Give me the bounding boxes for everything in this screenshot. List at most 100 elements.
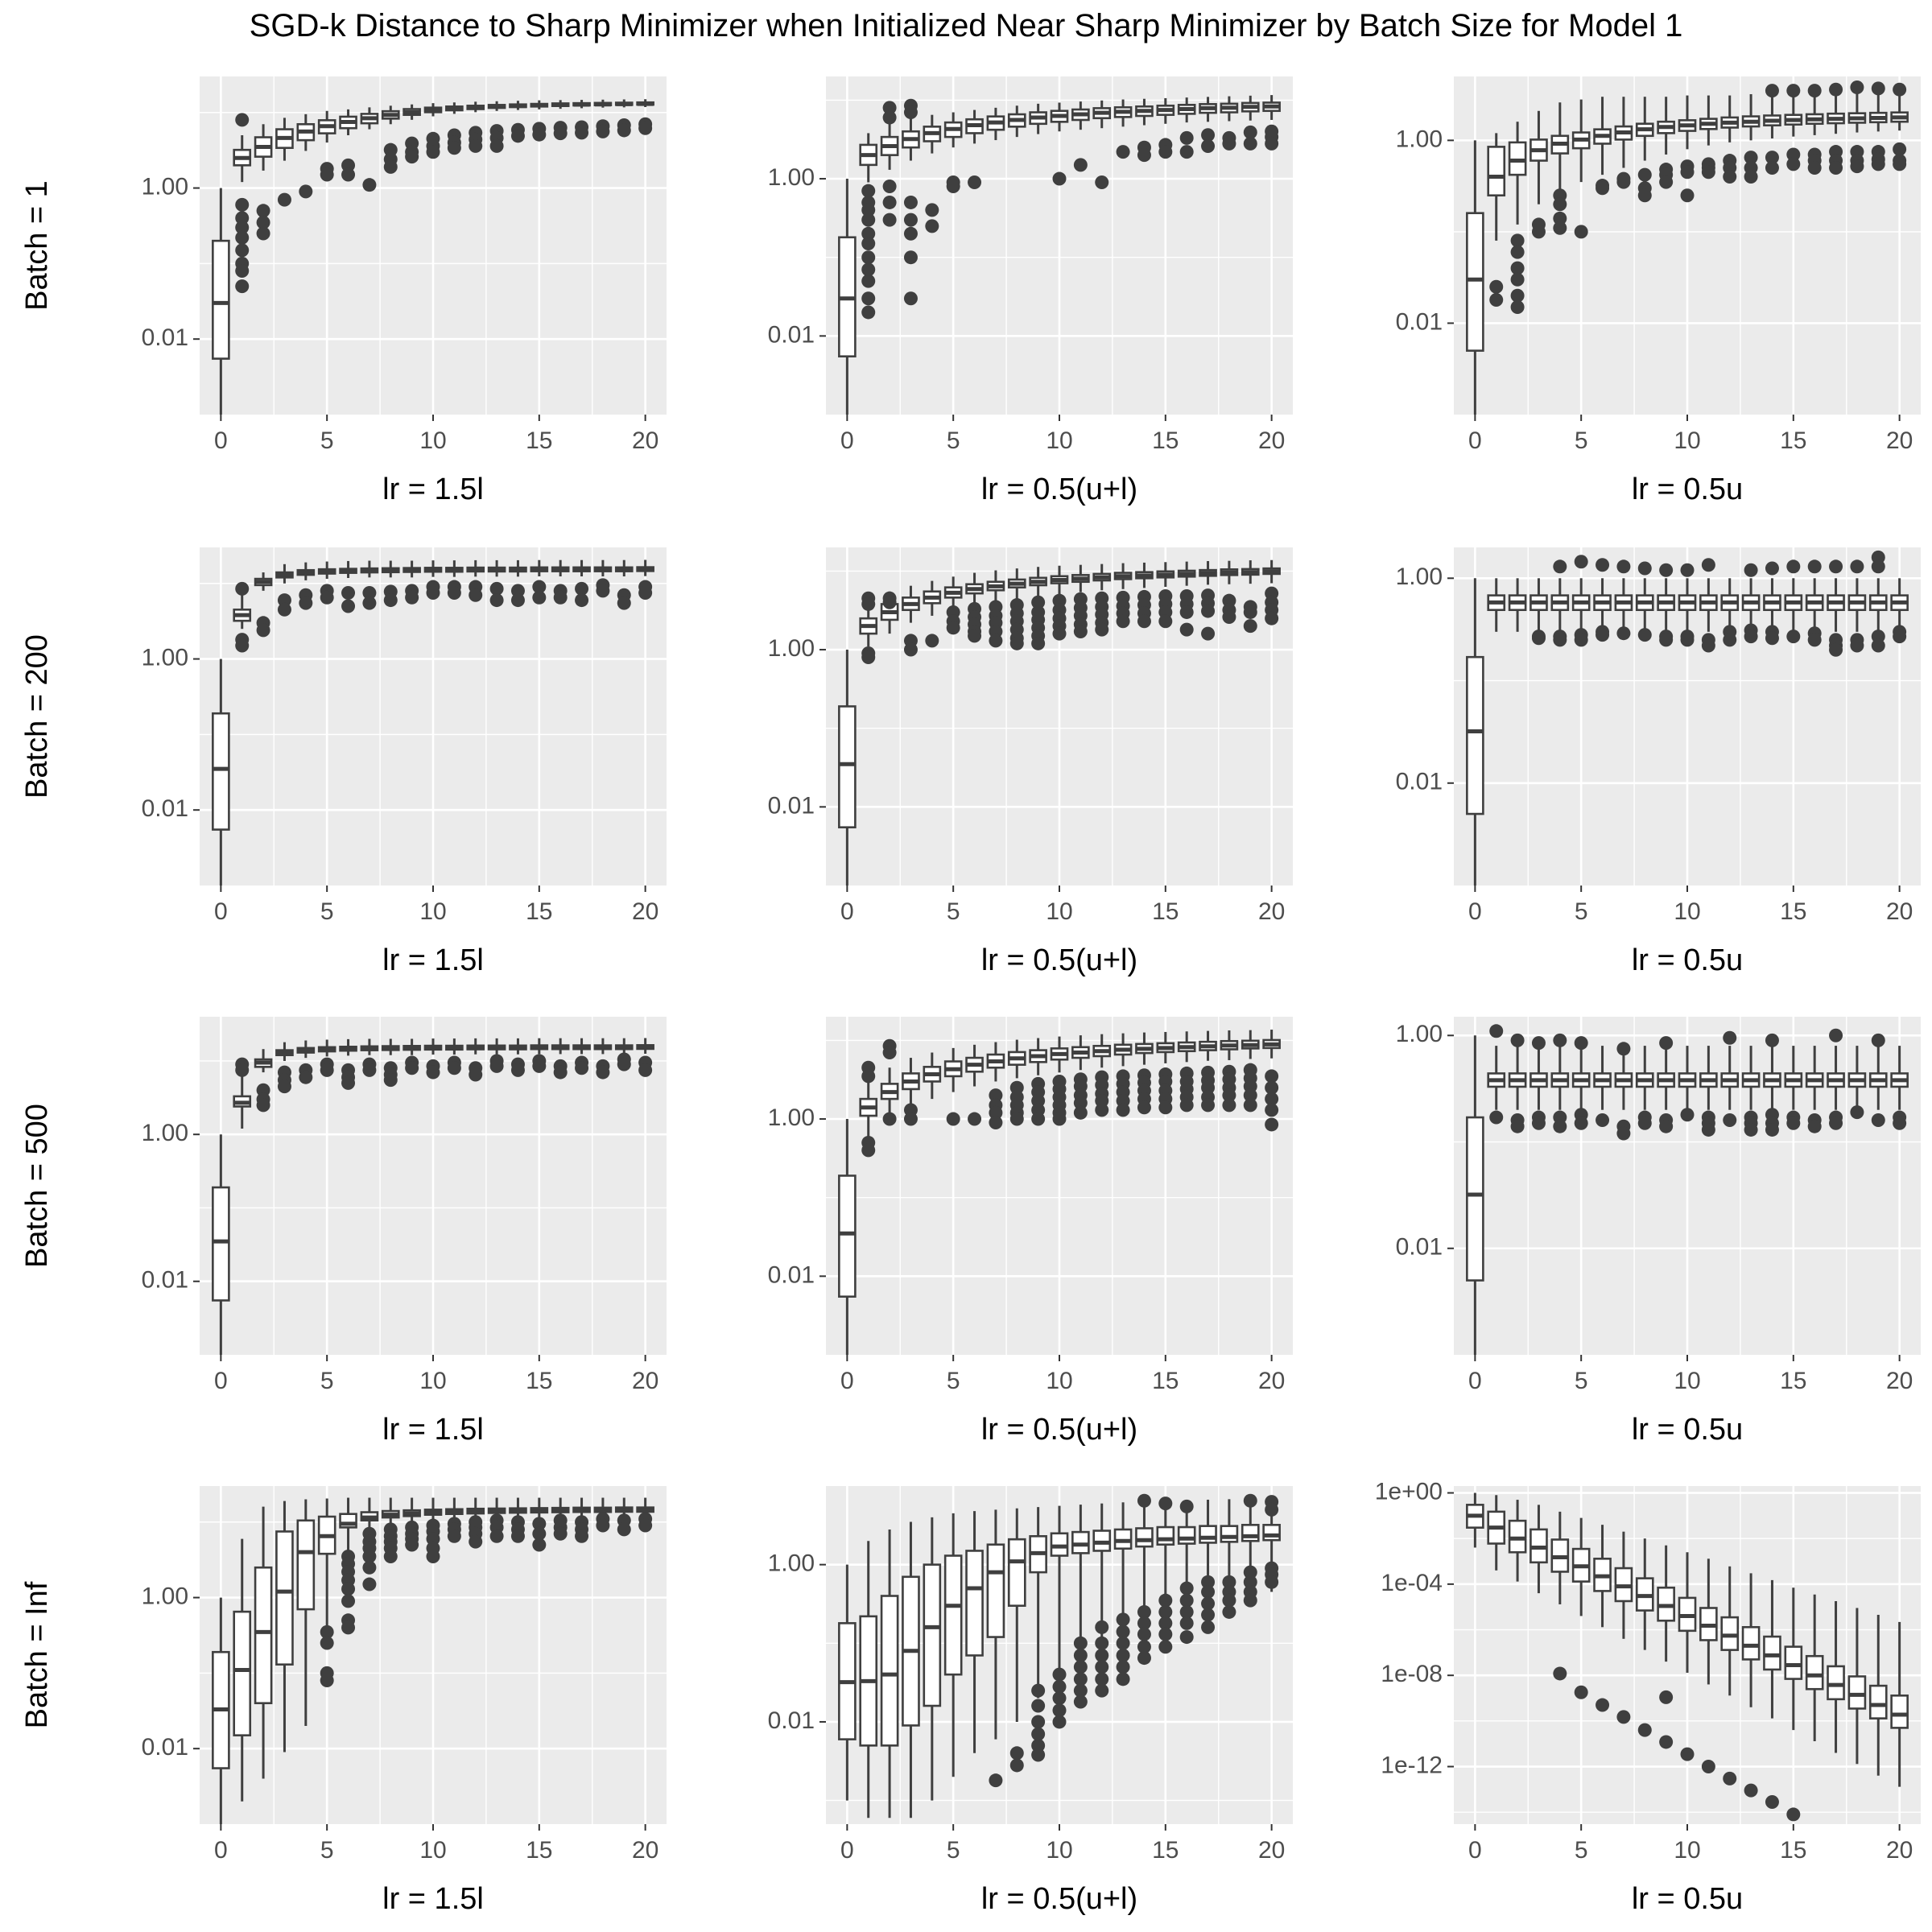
x-tick-label: 15 xyxy=(1780,898,1806,925)
box-x14 xyxy=(1763,1579,1781,1719)
box-x18 xyxy=(1220,96,1239,122)
box-x4 xyxy=(296,114,316,151)
outlier-point xyxy=(1201,626,1216,641)
box-x1 xyxy=(859,133,878,183)
box-x14 xyxy=(1135,98,1154,126)
outlier-point xyxy=(256,226,270,241)
outlier-point xyxy=(341,1594,356,1608)
box-x11 xyxy=(445,1038,464,1055)
outlier-point xyxy=(1893,1116,1907,1130)
y-tick-label: 1.00 xyxy=(142,1583,188,1609)
outlier-point xyxy=(1265,1575,1279,1589)
box-x15 xyxy=(1156,1031,1175,1063)
box-x12 xyxy=(1720,578,1740,632)
box-iqr xyxy=(1741,1625,1761,1661)
box-x2 xyxy=(1508,1500,1527,1582)
outlier-point xyxy=(1201,128,1216,142)
box-x12 xyxy=(1092,564,1112,591)
outlier-point xyxy=(1489,1024,1504,1038)
outlier-point xyxy=(1222,136,1236,151)
box-iqr xyxy=(838,1174,857,1298)
x-tick-label: 20 xyxy=(1258,427,1285,454)
outlier-point xyxy=(1095,1648,1109,1662)
box-x11 xyxy=(1071,101,1090,130)
outlier-point xyxy=(383,1073,398,1088)
outlier-point xyxy=(362,1577,377,1591)
outlier-point xyxy=(1243,619,1257,634)
box-iqr xyxy=(1241,1524,1260,1542)
box-x8 xyxy=(381,105,400,125)
x-axis-label: lr = 1.5l xyxy=(382,1882,484,1916)
outlier-point xyxy=(596,124,610,138)
outlier-point xyxy=(510,129,525,143)
outlier-point xyxy=(1179,605,1194,619)
outlier-point xyxy=(1659,1690,1674,1704)
outlier-point xyxy=(383,142,398,157)
outlier-point xyxy=(447,141,461,155)
outlier-point xyxy=(1031,1727,1046,1741)
outlier-point xyxy=(882,595,897,609)
outlier-point xyxy=(1158,614,1173,629)
outlier-point xyxy=(1616,1126,1631,1141)
outlier-point xyxy=(320,1624,334,1639)
box-x14 xyxy=(1763,1046,1781,1110)
box-iqr xyxy=(923,1563,942,1707)
outlier-point xyxy=(320,167,334,182)
outlier-point xyxy=(1553,211,1567,225)
outlier-point xyxy=(1659,175,1674,189)
outlier-point xyxy=(1031,1748,1046,1762)
outlier-point xyxy=(1553,1666,1567,1681)
box-x5 xyxy=(1571,99,1591,183)
box-x8 xyxy=(1635,97,1654,161)
outlier-point xyxy=(1137,1604,1151,1619)
outlier-point xyxy=(1009,636,1024,650)
outlier-point xyxy=(1201,604,1216,618)
outlier-point xyxy=(1137,1616,1151,1630)
y-tick-label: 1.00 xyxy=(1396,564,1443,590)
outlier-point xyxy=(362,596,377,610)
box-x16 xyxy=(1177,1031,1196,1063)
box-x2 xyxy=(254,572,273,591)
box-iqr xyxy=(1827,1665,1845,1701)
box-x0 xyxy=(1466,1035,1484,1355)
box-x9 xyxy=(1029,567,1047,597)
outlier-point xyxy=(617,1057,631,1071)
outlier-point xyxy=(1637,561,1652,576)
outlier-point xyxy=(1052,626,1067,641)
panel-r0-c2: 0 5 10 15 20 0.01 1.00 lr = 0.5u xyxy=(1396,76,1921,506)
outlier-point xyxy=(1073,1105,1088,1120)
outlier-point xyxy=(341,1620,356,1635)
box-x6 xyxy=(965,1044,984,1087)
y-tick-label: 0.01 xyxy=(1396,769,1443,795)
outlier-point xyxy=(1137,1651,1151,1666)
box-x8 xyxy=(1007,568,1026,600)
outlier-point xyxy=(861,1069,876,1084)
box-x6 xyxy=(1593,578,1612,632)
y-tick-label: 1e-12 xyxy=(1381,1752,1443,1778)
box-iqr xyxy=(1199,1525,1217,1544)
outlier-point xyxy=(1807,559,1822,574)
outlier-point xyxy=(1265,1080,1279,1095)
row-label: Batch = Inf xyxy=(20,1581,54,1728)
outlier-point xyxy=(1807,1119,1822,1133)
y-tick-label: 0.01 xyxy=(768,1261,815,1288)
outlier-point xyxy=(1137,614,1151,629)
outlier-point xyxy=(341,167,356,182)
box-x20 xyxy=(636,99,654,108)
x-axis-label: lr = 0.5u xyxy=(1632,1882,1743,1916)
outlier-point xyxy=(1701,165,1715,180)
outlier-point xyxy=(1659,633,1674,647)
outlier-point xyxy=(1158,1627,1173,1641)
outlier-point xyxy=(638,1518,653,1533)
panel-r1-c2: 0 5 10 15 20 0.01 1.00 lr = 0.5u xyxy=(1396,547,1921,977)
outlier-point xyxy=(1701,1760,1715,1774)
outlier-point xyxy=(1222,1604,1236,1619)
box-x4 xyxy=(1550,102,1570,192)
outlier-point xyxy=(1201,1596,1216,1611)
box-x11 xyxy=(445,560,464,577)
panel-r1-c0: 0 5 10 15 20 0.01 1.00 lr = 1.5l xyxy=(142,547,667,977)
outlier-point xyxy=(1009,1112,1024,1126)
outlier-point xyxy=(1531,1116,1546,1130)
box-x3 xyxy=(1530,110,1548,204)
box-x19 xyxy=(1868,578,1888,632)
